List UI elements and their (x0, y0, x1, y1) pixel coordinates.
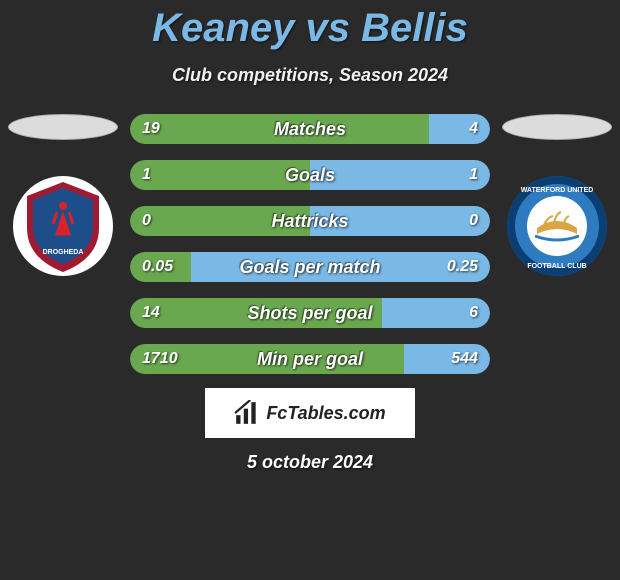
stat-row: 11Goals (130, 160, 490, 190)
drogheda-crest-icon: DROGHEDA (13, 176, 113, 276)
stat-value-right: 1 (469, 166, 478, 184)
stat-row: 0.050.25Goals per match (130, 252, 490, 282)
right-player-column: WATERFORD UNITED FOOTBALL CLUB (502, 114, 612, 276)
date-text: 5 october 2024 (0, 452, 620, 473)
left-club-crest: DROGHEDA (13, 176, 113, 276)
stat-value-left: 1710 (142, 350, 178, 368)
subtitle: Club competitions, Season 2024 (0, 65, 620, 86)
left-player-column: DROGHEDA (8, 114, 118, 276)
chart-icon (234, 400, 260, 426)
comparison-panel: DROGHEDA 194Matches11Goals00Hattricks0.0… (0, 114, 620, 374)
stat-value-right: 0 (469, 212, 478, 230)
stat-value-left: 14 (142, 304, 160, 322)
stat-row: 00Hattricks (130, 206, 490, 236)
stat-bar-left (130, 160, 310, 190)
stat-bar-right (310, 160, 490, 190)
stat-bars: 194Matches11Goals00Hattricks0.050.25Goal… (130, 114, 490, 374)
stat-value-left: 0.05 (142, 258, 173, 276)
waterford-crest-icon: WATERFORD UNITED FOOTBALL CLUB (507, 176, 607, 276)
fctables-logo[interactable]: FcTables.com (205, 388, 415, 438)
footer-brand-text: FcTables.com (266, 403, 385, 424)
svg-text:WATERFORD UNITED: WATERFORD UNITED (521, 187, 594, 194)
stat-bar-right (429, 114, 490, 144)
stat-row: 146Shots per goal (130, 298, 490, 328)
stat-value-left: 19 (142, 120, 160, 138)
stat-bar-right (310, 206, 490, 236)
svg-text:FOOTBALL CLUB: FOOTBALL CLUB (527, 263, 586, 270)
stat-value-left: 1 (142, 166, 151, 184)
stat-bar-left (130, 206, 310, 236)
stat-bar-right (191, 252, 490, 282)
left-player-photo-placeholder (8, 114, 118, 140)
stat-value-right: 6 (469, 304, 478, 322)
stat-value-left: 0 (142, 212, 151, 230)
svg-text:DROGHEDA: DROGHEDA (43, 249, 84, 256)
stat-bar-left (130, 298, 382, 328)
right-player-photo-placeholder (502, 114, 612, 140)
stat-row: 1710544Min per goal (130, 344, 490, 374)
stat-value-right: 544 (451, 350, 478, 368)
stat-value-right: 4 (469, 120, 478, 138)
stat-bar-left (130, 114, 429, 144)
stat-value-right: 0.25 (447, 258, 478, 276)
right-club-crest: WATERFORD UNITED FOOTBALL CLUB (507, 176, 607, 276)
page-title: Keaney vs Bellis (0, 0, 620, 51)
stat-row: 194Matches (130, 114, 490, 144)
